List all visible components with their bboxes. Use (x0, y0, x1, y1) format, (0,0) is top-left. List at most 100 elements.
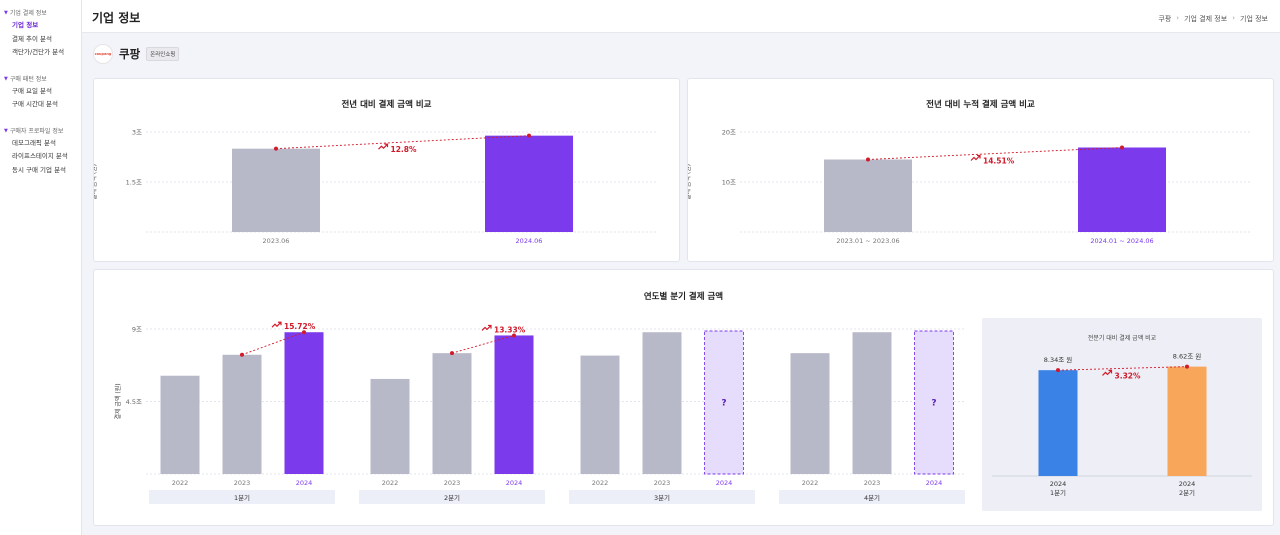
breadcrumb-item-company[interactable]: 쿠팡 (1158, 15, 1172, 23)
sidebar-item[interactable]: 데모그래픽 분석 (12, 138, 56, 147)
quarter-bar (1167, 366, 1207, 476)
unknown-value-label: ? (931, 399, 936, 409)
trend-up-icon (378, 143, 388, 150)
x-tick-label: 2022 (592, 479, 609, 487)
yoy-payment-card: 전년 대비 결제 금액 비교 3조 1.5조 결제 금액 (원) 2023.06 202… (93, 78, 680, 262)
y-tick-label: 1.5조 (126, 179, 142, 187)
company-logo: coupang (93, 44, 113, 64)
company-name: 쿠팡 (119, 47, 141, 61)
sidebar-item[interactable]: 동시 구매 기업 분석 (12, 165, 67, 174)
quarter-label: 2분기 (444, 493, 460, 502)
x-tick-label: 2024 (1050, 480, 1067, 488)
y-tick-label: 3조 (132, 129, 142, 137)
x-tick-label: 2023 (234, 479, 251, 487)
sidebar-item[interactable]: 객단가/건단가 분석 (12, 48, 65, 56)
change-percent-label: 3.32% (1115, 371, 1142, 380)
previous-year-bar (432, 353, 472, 474)
sidebar-item[interactable]: 구매 요일 분석 (12, 86, 53, 95)
sidebar-group: ▼ 구매 패턴 정보 구매 요일 분석 구매 시간대 분석 (0, 74, 81, 112)
breadcrumb: 쿠팡 › 기업 결제 정보 › 기업 정보 (1158, 14, 1268, 24)
previous-year-bar (370, 378, 410, 474)
breadcrumb-separator: › (1232, 14, 1235, 22)
x-tick-label: 2분기 (1179, 488, 1195, 497)
quarterly-payment-chart: 9조 4.5조 결제 금액 (원) 2022 2023 2024 15.72% 1분기 2022… (114, 321, 965, 504)
trend-point (450, 351, 454, 356)
previous-year-bar (824, 159, 912, 232)
yoy-cumulative-chart: 20조 10조 결제 금액 (원) 2023.01 ~ 2023.06 2024.01 … (688, 129, 1250, 245)
x-tick-label: 2022 (172, 479, 189, 487)
y-tick-label: 4.5조 (126, 398, 142, 406)
current-year-bar (494, 335, 534, 474)
trend-point (866, 157, 870, 162)
y-axis-title: 결제 금액 (원) (94, 164, 98, 200)
x-tick-label: 2024 (716, 479, 733, 487)
trend-point (1185, 364, 1189, 369)
x-tick-label: 2023 (654, 479, 671, 487)
yoy-payment-chart: 3조 1.5조 결제 금액 (원) 2023.06 2024.06 12.8% (94, 129, 656, 245)
current-year-bar (284, 332, 324, 474)
sidebar-group-title: 구매 패턴 정보 (9, 75, 47, 83)
yoy-payment-title: 전년 대비 결제 금액 비교 (341, 100, 432, 110)
quarter-label: 3분기 (654, 493, 670, 502)
value-label: 8.62조 원 (1173, 352, 1202, 361)
unknown-value-label: ? (721, 399, 726, 409)
trend-point (512, 333, 516, 338)
yoy-cumulative-card: 전년 대비 누적 결제 금액 비교 20조 10조 결제 금액 (원) 2023.01… (687, 78, 1274, 262)
sidebar-group-header[interactable]: ▼ 구매자 프로파일 정보 (0, 126, 81, 137)
current-year-bar (1078, 147, 1166, 232)
quarter-label-box (569, 490, 755, 504)
breadcrumb-separator: › (1176, 14, 1180, 22)
x-tick-label: 2023 (864, 479, 881, 487)
previous-year-bar (222, 354, 262, 474)
chevron-down-icon: ▼ (4, 10, 8, 16)
change-percent-label: 12.8% (391, 145, 418, 154)
trend-up-icon (384, 143, 389, 148)
sidebar-item[interactable]: 구매 시간대 분석 (12, 100, 58, 108)
company-header: coupang 쿠팡 온라인쇼핑 (93, 44, 180, 64)
sidebar-group-title: 기업 결제 정보 (9, 10, 47, 17)
x-tick-label: 2024 (296, 479, 313, 487)
quarter-label: 4분기 (864, 493, 880, 502)
yoy-cumulative-title: 전년 대비 누적 결제 금액 비교 (926, 100, 1035, 110)
y-tick-label: 9조 (132, 326, 142, 334)
quarter-label: 1분기 (234, 493, 250, 502)
previous-year-bar (160, 375, 200, 474)
x-tick-label: 2023 (444, 479, 461, 487)
x-tick-label: 1분기 (1050, 488, 1066, 497)
sidebar-group: ▼ 구매자 프로파일 정보 데모그래픽 분석 라이프스테이지 분석 동시 구매 기업 분… (0, 126, 81, 178)
y-tick-label: 10조 (722, 179, 736, 187)
trend-point (302, 330, 306, 335)
qoq-comparison-panel: 전분기 대비 결제 금액 비교 8.34조 원 2024 1분기 8.62조 원 202… (982, 318, 1262, 511)
x-tick-label: 2024 (926, 479, 943, 487)
sidebar-group-header[interactable]: ▼ 구매 패턴 정보 (0, 74, 81, 85)
page-title: 기업 정보 (92, 11, 141, 25)
sidebar-item[interactable]: 라이프스테이지 분석 (12, 152, 68, 160)
qoq-comparison-title: 전분기 대비 결제 금액 비교 (1087, 335, 1157, 342)
trend-up-icon (970, 155, 981, 161)
chevron-down-icon: ▼ (4, 127, 8, 134)
sidebar-item[interactable]: 결제 추이 분석 (12, 34, 53, 43)
company-category-badge: 온라인쇼핑 (146, 47, 180, 61)
current-year-bar (485, 135, 573, 232)
trend-up-icon (481, 325, 492, 331)
x-tick-label: 2024 (506, 479, 523, 487)
previous-year-bar (580, 355, 620, 474)
previous-year-bar (642, 332, 682, 474)
quarter-label-box (149, 490, 335, 504)
sidebar: ▼ 기업 결제 정보 기업 정보 결제 추이 분석 객단가/건단가 분석 ▼ 구매 패턴 정… (0, 0, 82, 535)
trend-up-icon (278, 321, 282, 326)
previous-year-bar (852, 332, 892, 474)
sidebar-group-title: 구매자 프로파일 정보 (9, 127, 64, 135)
chevron-down-icon: ▼ (4, 75, 8, 82)
sidebar-group-header[interactable]: ▼ 기업 결제 정보 (0, 8, 81, 19)
sidebar-item[interactable]: 기업 정보 (12, 21, 39, 29)
quarter-label-box (779, 490, 965, 504)
y-axis-title: 결제 금액 (원) (114, 383, 122, 419)
quarter-label-box (359, 490, 545, 504)
value-label: 8.34조 원 (1044, 355, 1073, 364)
x-tick-label: 2023.01 ~ 2023.06 (836, 237, 899, 245)
x-tick-label: 2024.06 (516, 237, 543, 245)
breadcrumb-item-section[interactable]: 기업 결제 정보 (1184, 15, 1228, 23)
